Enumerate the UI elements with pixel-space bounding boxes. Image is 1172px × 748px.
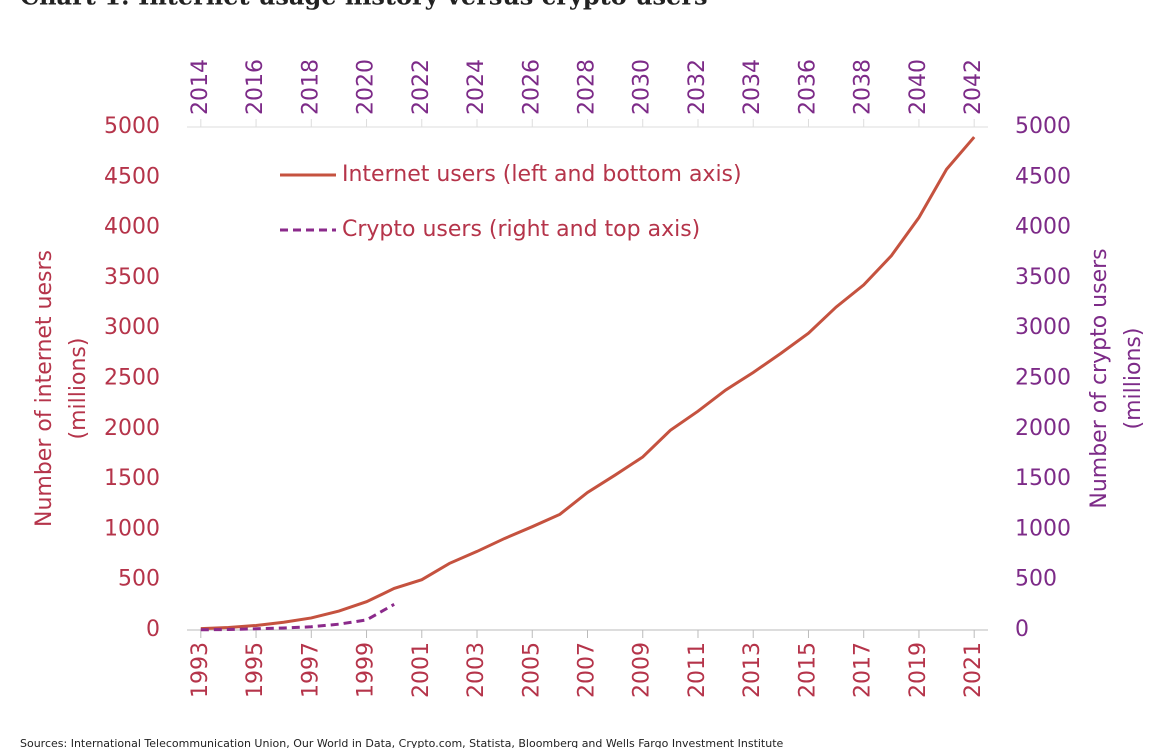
x2-tick-label: 2034 (740, 59, 765, 115)
series-line (200, 603, 395, 632)
y-tick-label: 4000 (104, 215, 160, 240)
x-tick-label: 1999 (354, 642, 379, 698)
x-tick-label: 1995 (243, 642, 268, 698)
y2-tick-label: 500 (1015, 567, 1057, 592)
y2-tick-label: 4500 (1015, 164, 1071, 189)
x-tick-label: 2007 (575, 642, 600, 698)
source-note: Sources: International Telecommunication… (20, 737, 784, 748)
y2-axis-title: (millions) (1121, 328, 1146, 430)
x2-tick-label: 2018 (298, 59, 323, 115)
y2-axis-title: Number of crypto users (1087, 248, 1112, 508)
series-line (200, 136, 976, 631)
x2-tick-label: 2014 (188, 59, 213, 115)
legend-label: Internet users (left and bottom axis) (342, 162, 742, 187)
x-tick-label: 2005 (519, 642, 544, 698)
y2-tick-label: 1000 (1015, 516, 1071, 541)
x-tick-label: 2009 (630, 642, 655, 698)
y-tick-label: 1500 (104, 466, 160, 491)
y2-tick-label: 4000 (1015, 215, 1071, 240)
x-tick-label: 1993 (188, 642, 213, 698)
x-tick-label: 2019 (906, 642, 931, 698)
chart-title: Chart 1: Internet usage history versus c… (20, 0, 707, 11)
x-tick-label: 2003 (464, 642, 489, 698)
legend-label: Crypto users (right and top axis) (342, 217, 700, 242)
y-tick-label: 500 (118, 567, 160, 592)
y2-tick-label: 2500 (1015, 366, 1071, 391)
x-tick-label: 2011 (685, 642, 710, 698)
x2-tick-label: 2042 (961, 59, 986, 115)
y-tick-label: 1000 (104, 516, 160, 541)
x-tick-label: 2015 (795, 642, 820, 698)
y-tick-label: 5000 (104, 114, 160, 139)
y-tick-label: 0 (146, 617, 160, 642)
y-tick-label: 4500 (104, 164, 160, 189)
x-tick-label: 2021 (961, 642, 986, 698)
x2-tick-label: 2036 (795, 59, 820, 115)
x2-tick-label: 2038 (851, 59, 876, 115)
y-tick-label: 3000 (104, 315, 160, 340)
y-tick-label: 2000 (104, 416, 160, 441)
y-tick-label: 2500 (104, 366, 160, 391)
y2-tick-label: 3500 (1015, 265, 1071, 290)
y2-tick-label: 1500 (1015, 466, 1071, 491)
x2-tick-label: 2040 (906, 59, 931, 115)
x2-tick-label: 2020 (354, 59, 379, 115)
x2-tick-label: 2016 (243, 59, 268, 115)
x2-tick-label: 2022 (409, 59, 434, 115)
x-tick-label: 2013 (740, 642, 765, 698)
x-tick-label: 1997 (298, 642, 323, 698)
y2-tick-label: 0 (1015, 617, 1029, 642)
x2-tick-label: 2030 (630, 59, 655, 115)
x-tick-label: 2001 (409, 642, 434, 698)
x2-tick-label: 2024 (464, 59, 489, 115)
y2-tick-label: 3000 (1015, 315, 1071, 340)
y2-tick-label: 5000 (1015, 114, 1071, 139)
y-axis-title: Number of internet uesrs (32, 250, 57, 527)
x2-tick-label: 2026 (519, 59, 544, 115)
x-tick-label: 2017 (851, 642, 876, 698)
y-tick-label: 3500 (104, 265, 160, 290)
x2-tick-label: 2032 (685, 59, 710, 115)
x2-tick-label: 2028 (575, 59, 600, 115)
y-axis-title: (millions) (66, 338, 91, 440)
y2-tick-label: 2000 (1015, 416, 1071, 441)
